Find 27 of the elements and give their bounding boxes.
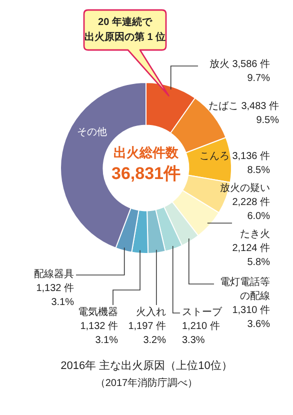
slice-label: その他 [76,126,108,140]
text: 出火原因の第 1 位 [84,32,166,43]
text: （2017年消防庁調べ） [94,376,199,390]
slice-label: たき火 [240,229,270,240]
slice-label: 電灯電話等の配線 [220,277,270,302]
slice-label: ストーブ [182,307,222,318]
data-label: 1,310 件 3.6% [232,305,270,330]
data-label: 2,228 件 6.0% [232,197,270,222]
data-label: 3,586 件 9.7% [232,59,270,84]
text: 20 年連続で [98,17,152,28]
text: 36,831件 [110,163,182,185]
slice-label: 火入れ [136,307,166,318]
data-label: 2,124 件 5.8% [232,243,270,268]
data-label: 1,197 件 3.2% [128,321,166,346]
slice-label: 放火 [209,59,230,70]
data-label: 1,132 件 3.1% [36,283,74,308]
slice-label: こんろ [199,151,230,162]
slice-label: 電気機器 [78,307,118,318]
slice-label: 放火の疑い [220,183,270,194]
text: 2016年 主な出火原因（上位10位） [60,358,234,373]
text: 出火総件数 [112,144,180,162]
slice-label: 配線器具 [34,269,74,280]
data-label: 1,132 件 3.1% [80,321,118,346]
data-label: 3,483 件 9.5% [241,101,279,126]
data-label: 3,136 件 8.5% [232,151,270,176]
slice-label: たばこ [208,101,238,112]
data-label: 1,210 件 3.3% [182,321,220,346]
